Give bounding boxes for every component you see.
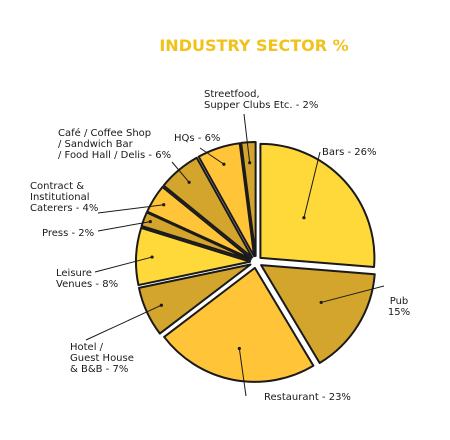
slice-labels: Bars - 26% Pub 15% Restaurant - 23% Hotel / G… xyxy=(30,89,410,403)
leader-line xyxy=(85,304,162,341)
leader-dot xyxy=(222,162,226,166)
slice-label: Contract & Institutional Caterers - 4% xyxy=(30,181,98,214)
leader-line xyxy=(238,348,247,397)
leader-line xyxy=(171,161,190,183)
slice-label: Bars - 26% xyxy=(322,147,377,158)
slice-label: Café / Coffee Shop / Sandwich Bar / Food H… xyxy=(58,127,171,161)
chart-title: INDUSTRY SECTOR % xyxy=(159,36,348,55)
slice-label: Press - 2% xyxy=(42,228,94,239)
leader-dot xyxy=(150,255,154,259)
leader-line xyxy=(94,256,153,273)
leader-dot xyxy=(159,303,163,307)
leader-dot xyxy=(302,216,306,220)
pie-slice xyxy=(135,226,252,287)
pie-slice xyxy=(140,211,252,261)
pie-slice xyxy=(146,185,252,260)
leader-dot xyxy=(162,203,166,207)
leader-dot xyxy=(148,220,152,224)
slice-label: Streetfood, Supper Clubs Etc. - 2% xyxy=(204,89,318,111)
slice-label: Restaurant - 23% xyxy=(264,392,351,403)
leader-line xyxy=(97,221,151,232)
slice-label: Leisure Venues - 8% xyxy=(56,268,118,290)
pie-slice xyxy=(197,142,256,258)
slice-label: Pub 15% xyxy=(388,296,410,318)
leader-dot xyxy=(319,300,323,305)
leader-line xyxy=(321,285,385,303)
pie-slice xyxy=(163,266,315,383)
leader-line xyxy=(199,147,225,165)
leader-line xyxy=(243,113,251,163)
leader-line xyxy=(97,204,164,214)
pie-slices xyxy=(135,141,376,383)
leader-dot xyxy=(237,346,241,351)
leader-lines xyxy=(85,113,385,397)
leader-dot xyxy=(187,180,191,184)
pie-slice xyxy=(240,141,257,258)
pie-slice xyxy=(260,264,376,364)
leader-line xyxy=(303,151,321,218)
leader-dot xyxy=(248,161,252,165)
slice-label: Hotel / Guest House & B&B - 7% xyxy=(70,342,134,375)
slice-label: HQs - 6% xyxy=(174,133,220,144)
pie-slice xyxy=(259,142,376,268)
